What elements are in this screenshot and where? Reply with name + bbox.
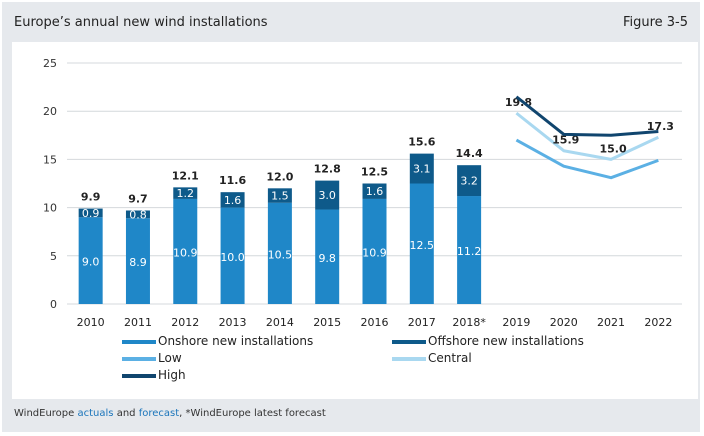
x-tick-label-2012: 2012 — [171, 316, 199, 329]
y-tick-label-25: 25 — [43, 57, 57, 70]
x-tick-label-2016: 2016 — [361, 316, 389, 329]
label-total-2010: 9.9 — [81, 191, 101, 204]
line-low — [515, 138, 659, 180]
line-high — [515, 95, 659, 137]
label-onshore-2011: 8.9 — [129, 256, 147, 269]
label-onshore-2014: 10.5 — [268, 248, 293, 261]
label-offshore-2011: 0.8 — [129, 208, 147, 221]
legend-swatch-central — [392, 357, 426, 361]
legend-swatch-low — [122, 357, 156, 361]
bar-onshore-2010 — [78, 217, 103, 304]
bar-onshore-2011 — [125, 218, 150, 304]
chart-title: Europe’s annual new wind installations — [14, 15, 268, 30]
label-total-2011: 9.7 — [128, 192, 148, 205]
legend-swatch-offshore — [392, 340, 426, 344]
label-total-2017: 15.6 — [408, 136, 435, 149]
label-total-2013: 11.6 — [219, 174, 246, 187]
bar-onshore-2015 — [315, 209, 340, 304]
label-offshore-2010: 0.9 — [82, 207, 100, 220]
bar-onshore-2013 — [220, 207, 245, 304]
y-tick-label-15: 15 — [43, 153, 57, 166]
bar-offshore-2011 — [125, 210, 150, 219]
label-offshore-2014: 1.5 — [271, 190, 289, 203]
label-offshore-2013: 1.6 — [224, 194, 242, 207]
label-offshore-2018star: 3.2 — [460, 175, 478, 188]
legend-label-central: Central — [428, 351, 472, 365]
label-onshore-2010: 9.0 — [82, 256, 100, 269]
bar-offshore-2015 — [315, 180, 340, 210]
label-total-2012: 12.1 — [172, 169, 199, 182]
x-tick-label-2014: 2014 — [266, 316, 294, 329]
label-offshore-2016: 1.6 — [366, 185, 384, 198]
y-tick-label-20: 20 — [43, 105, 57, 118]
label-onshore-2016: 10.9 — [362, 246, 387, 259]
source-and: and — [116, 408, 136, 419]
source-prefix: WindEurope — [14, 408, 75, 419]
x-tick-label-2011: 2011 — [124, 316, 152, 329]
bar-onshore-2014 — [267, 202, 292, 304]
x-tick-label-2017: 2017 — [408, 316, 436, 329]
bar-offshore-2017 — [409, 153, 434, 184]
label-central-2021: 15.0 — [599, 142, 626, 155]
y-tick-label-0: 0 — [50, 298, 57, 311]
legend-swatch-high — [122, 374, 156, 378]
bar-offshore-2012 — [173, 187, 198, 199]
y-tick-label-10: 10 — [43, 202, 57, 215]
label-offshore-2015: 3.0 — [318, 189, 336, 202]
bar-offshore-2010 — [78, 208, 103, 218]
label-total-2014: 12.0 — [266, 170, 293, 183]
bar-offshore-2014 — [267, 188, 292, 203]
chart-panel: 0 5 10 15 20 25 2010 2011 2012 2013 2014 2015 2016 20… — [12, 42, 698, 399]
source-suffix: , *WindEurope latest forecast — [179, 408, 326, 419]
label-total-2018star: 14.4 — [456, 147, 483, 160]
line-central — [515, 111, 659, 161]
x-tick-label-2022: 2022 — [644, 316, 672, 329]
bar-onshore-2012 — [173, 198, 198, 304]
bar-offshore-2016 — [362, 183, 387, 199]
label-total-2015: 12.8 — [314, 163, 341, 176]
label-onshore-2012: 10.9 — [173, 246, 198, 259]
x-tick-label-2018star: 2018* — [452, 316, 486, 329]
figure-frame: Europe’s annual new wind installations F… — [2, 2, 700, 432]
actuals-link[interactable]: actuals — [77, 408, 114, 419]
bar-offshore-2013 — [220, 192, 245, 208]
label-central-2022: 17.3 — [647, 120, 674, 133]
chart-svg: 0 5 10 15 20 25 2010 2011 2012 2013 2014 2015 2016 20… — [43, 57, 682, 382]
label-central-2020: 15.9 — [552, 134, 579, 147]
legend-label-high: High — [158, 368, 186, 382]
x-tick-label-2015: 2015 — [313, 316, 341, 329]
bar-onshore-2017 — [409, 183, 434, 304]
x-tick-label-2013: 2013 — [219, 316, 247, 329]
figure-number: Figure 3-5 — [622, 15, 688, 30]
label-total-2016: 12.5 — [361, 166, 388, 179]
label-offshore-2012: 1.2 — [177, 187, 195, 200]
label-onshore-2013: 10.0 — [220, 251, 245, 264]
legend-label-onshore: Onshore new installations — [158, 334, 313, 348]
x-tick-label-2020: 2020 — [550, 316, 578, 329]
legend-swatch-onshore — [122, 340, 156, 344]
label-onshore-2017: 12.5 — [410, 239, 435, 252]
legend-label-low: Low — [158, 351, 182, 365]
x-tick-label-2021: 2021 — [597, 316, 625, 329]
bar-onshore-2018star — [457, 196, 482, 304]
label-central-2019: 19.8 — [505, 96, 532, 109]
legend-label-offshore: Offshore new installations — [428, 334, 584, 348]
label-onshore-2015: 9.8 — [318, 252, 336, 265]
y-tick-label-5: 5 — [50, 250, 57, 263]
bar-offshore-2018star — [457, 165, 482, 197]
figure-header: Europe’s annual new wind installations F… — [2, 2, 700, 42]
source-note: WindEurope actuals and forecast, *WindEu… — [14, 408, 326, 419]
x-tick-label-2010: 2010 — [77, 316, 105, 329]
forecast-link[interactable]: forecast — [138, 408, 180, 419]
bar-onshore-2016 — [362, 198, 387, 304]
label-onshore-2018star: 11.2 — [457, 245, 482, 258]
x-tick-label-2019: 2019 — [502, 316, 530, 329]
label-offshore-2017: 3.1 — [413, 163, 431, 176]
